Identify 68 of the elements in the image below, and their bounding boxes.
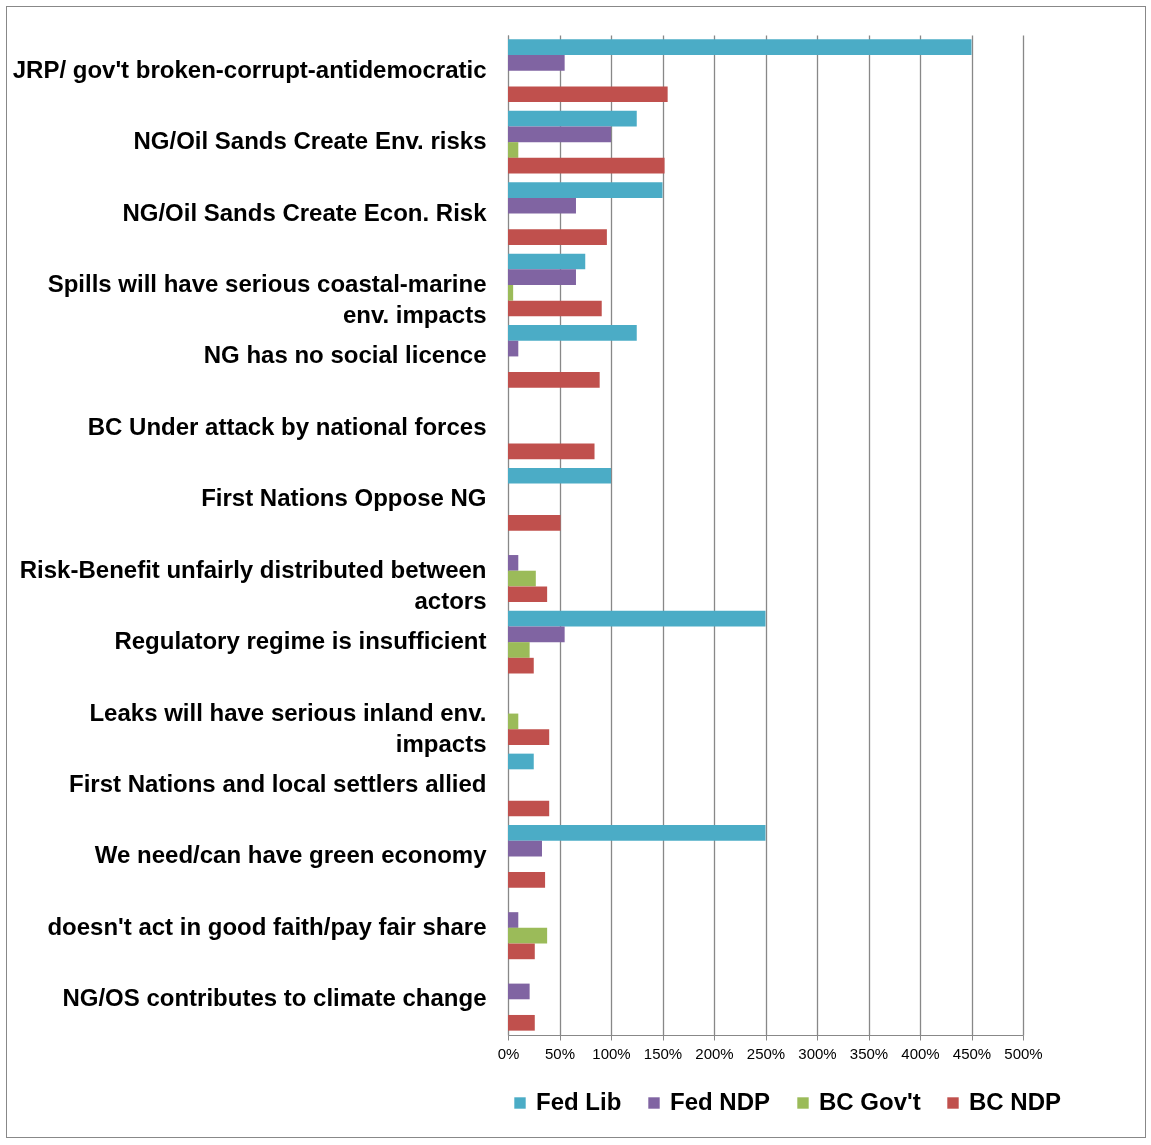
bar (508, 657, 534, 674)
y-tick-label: NG/OS contributes to climate change (62, 984, 487, 1012)
y-tick-label: NG has no social licence (203, 341, 487, 369)
bar (508, 642, 530, 658)
bar (508, 555, 519, 571)
x-tick-label: 150% (643, 1044, 683, 1062)
bar (508, 586, 548, 603)
bar (508, 800, 550, 817)
x-tick-label: 300% (798, 1044, 837, 1062)
bar (508, 514, 561, 531)
bar (508, 325, 637, 341)
x-tick-label: 100% (592, 1044, 631, 1062)
legend-label: Fed NDP (670, 1088, 771, 1115)
bar (508, 110, 637, 127)
y-tick-label: doesn't act in good faith/pay fair share (47, 912, 487, 940)
y-tick-label: NG/Oil Sands Create Econ. Risk (122, 198, 488, 226)
y-tick-label: Leaks will have serious inland env. impacts (89, 698, 487, 757)
bar (508, 983, 530, 1000)
bar (508, 729, 550, 745)
bar (508, 912, 519, 928)
bar (508, 86, 668, 103)
bar (508, 300, 602, 317)
bar (508, 840, 542, 857)
bar (508, 229, 607, 245)
bar (508, 253, 586, 270)
bar (508, 927, 548, 944)
bar (508, 943, 535, 960)
bar (508, 285, 514, 301)
y-tick-label: JRP/ gov't broken-corrupt-antidemocratic (12, 55, 487, 83)
bar (508, 467, 611, 484)
y-tick-label: We need/can have green economy (94, 841, 488, 869)
bar (508, 142, 519, 158)
bar (508, 610, 766, 627)
bar (508, 340, 519, 357)
y-tick-label: First Nations and local settlers allied (69, 770, 487, 797)
x-tick-label: 200% (695, 1044, 734, 1062)
bar (508, 443, 595, 460)
x-tick-label: 500% (1004, 1044, 1043, 1062)
y-tick-label: Regulatory regime is insufficient (114, 627, 487, 655)
legend-label: BC NDP (969, 1088, 1062, 1115)
x-tick-label: 400% (901, 1044, 940, 1062)
bar (508, 753, 534, 770)
bar (508, 197, 576, 214)
x-tick-label: 50% (544, 1044, 576, 1062)
bar (508, 372, 600, 388)
legend-label: Fed Lib (536, 1088, 622, 1115)
bar (508, 269, 576, 285)
bar (508, 182, 663, 198)
bar (508, 39, 972, 56)
bar (508, 626, 565, 643)
x-tick-label: 450% (952, 1044, 992, 1062)
x-tick-label: 250% (746, 1044, 786, 1062)
bar (508, 570, 536, 587)
bar (508, 157, 665, 174)
bar (508, 872, 546, 888)
bar (508, 55, 565, 71)
bar (508, 1014, 535, 1031)
y-tick-label: Spills will have serious coastal-marine env. impacts (47, 270, 487, 328)
y-tick-label: Risk-Benefit unfairly distributed between actors (19, 555, 487, 614)
bar (508, 126, 611, 143)
y-tick-label: NG/Oil Sands Create Env. risks (133, 127, 487, 155)
bar (508, 713, 519, 730)
legend-label: BC Gov't (819, 1088, 921, 1115)
bar (508, 825, 766, 841)
y-tick-label: BC Under attack by national forces (87, 412, 487, 440)
x-tick-label: 350% (849, 1044, 889, 1062)
x-tick-label: 0% (497, 1044, 520, 1062)
y-tick-label: First Nations Oppose NG (201, 484, 487, 512)
